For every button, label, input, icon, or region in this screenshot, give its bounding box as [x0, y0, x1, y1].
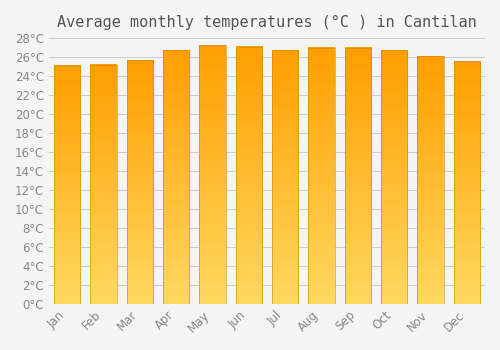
- Bar: [54, 66, 80, 304]
- Bar: [236, 47, 262, 304]
- Bar: [126, 60, 153, 304]
- Bar: [344, 48, 371, 304]
- Bar: [454, 61, 480, 304]
- Bar: [163, 50, 189, 304]
- Bar: [272, 50, 298, 304]
- Bar: [418, 56, 444, 304]
- Bar: [200, 45, 226, 304]
- Title: Average monthly temperatures (°C ) in Cantilan: Average monthly temperatures (°C ) in Ca…: [57, 15, 477, 30]
- Bar: [381, 50, 407, 304]
- Bar: [308, 48, 334, 304]
- Bar: [90, 65, 117, 304]
